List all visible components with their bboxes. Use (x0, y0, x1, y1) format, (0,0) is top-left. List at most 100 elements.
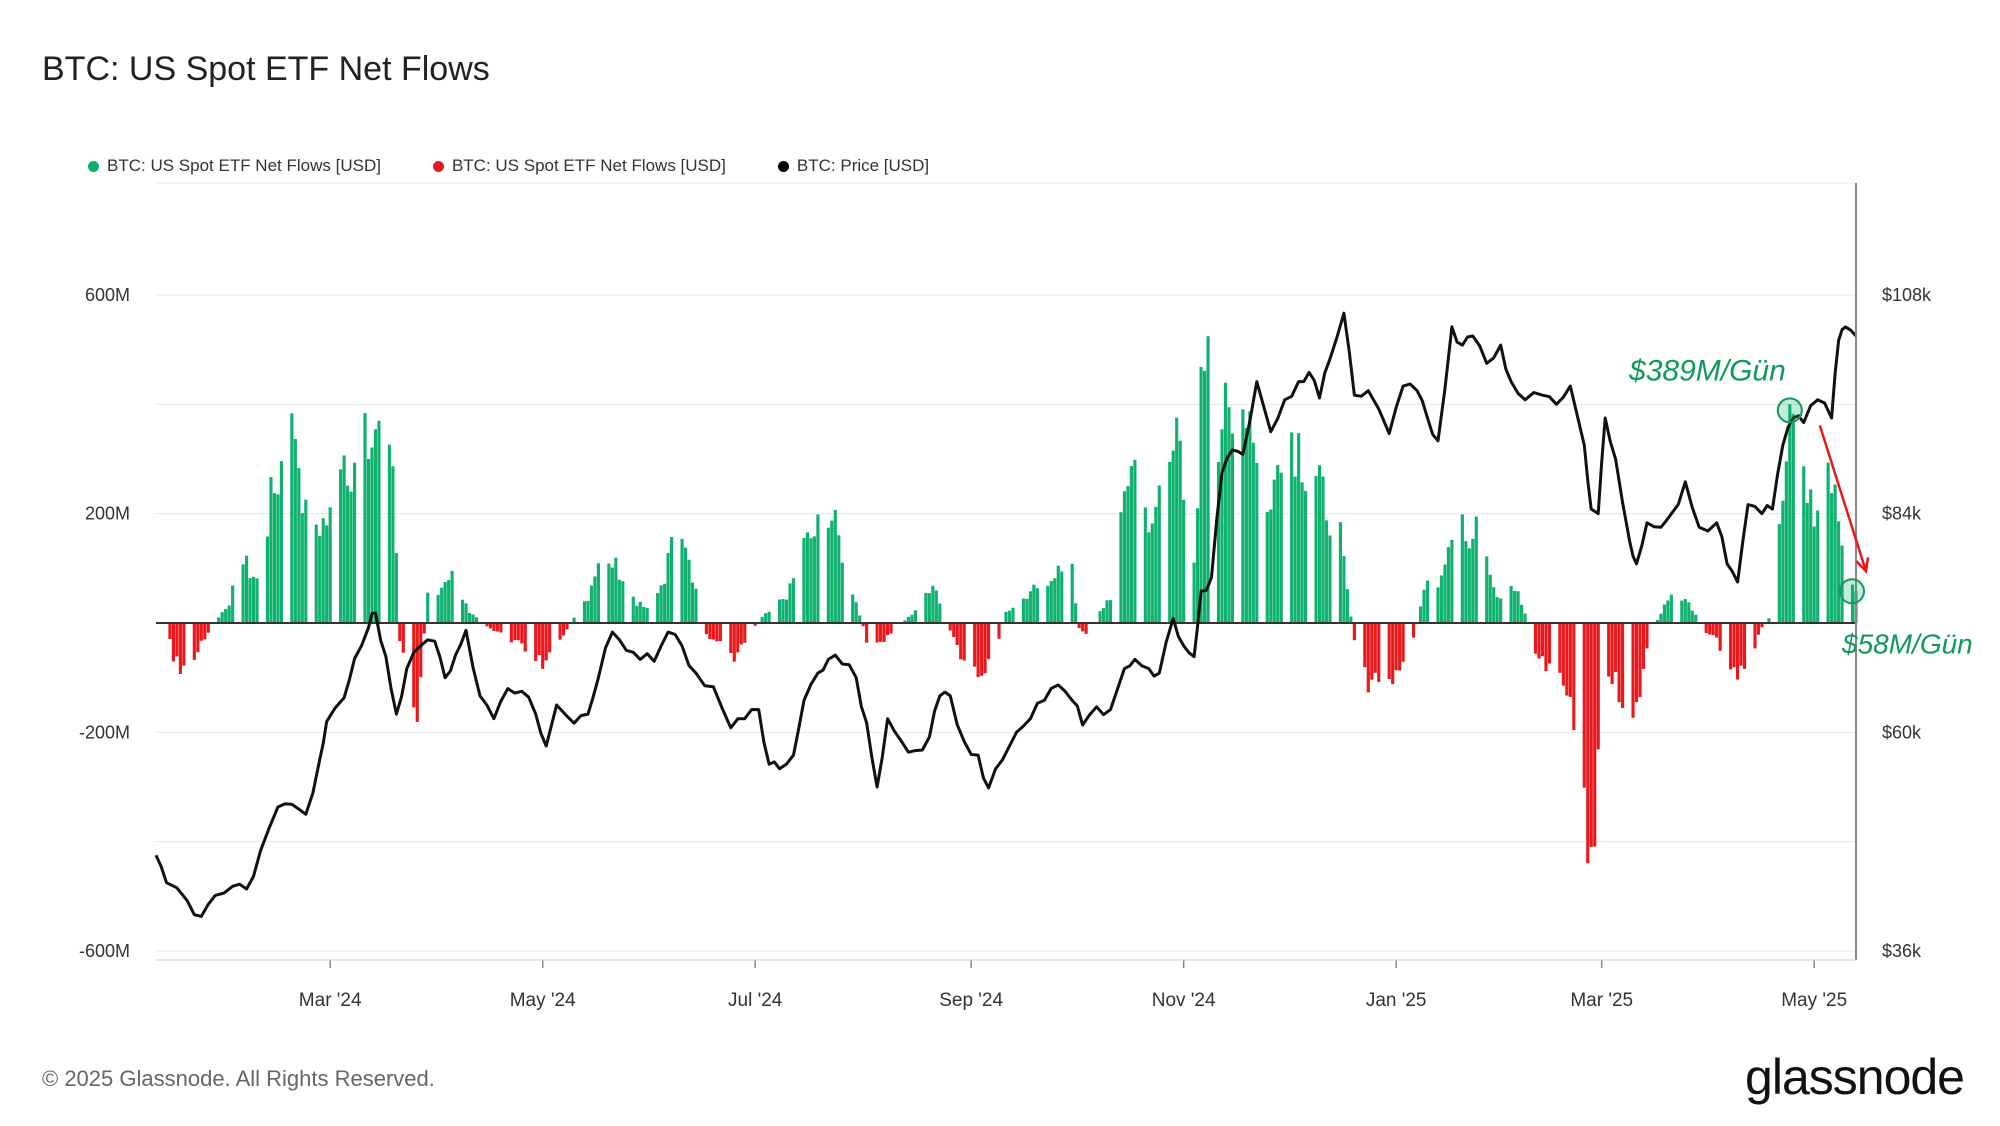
outflow-bar (1377, 623, 1381, 682)
inflow-bar (1781, 500, 1785, 623)
left-axis-tick-label: 200M (85, 504, 130, 524)
inflow-bar (1439, 575, 1444, 623)
inflow-bar (1328, 535, 1332, 623)
inflow-bar (812, 536, 816, 623)
glassnode-logo[interactable]: glassnode (1745, 1049, 1965, 1105)
inflow-bar (1777, 524, 1781, 623)
outflow-bar (415, 623, 419, 722)
x-axis-tick-label: Mar '24 (299, 990, 362, 1011)
inflow-bar (1802, 466, 1806, 623)
outflow-bar (962, 623, 966, 661)
inflow-bar (1007, 610, 1012, 623)
outflow-bar (1617, 623, 1621, 703)
inflow-bar (245, 555, 249, 623)
outflow-bar (861, 623, 865, 627)
inflow-bar (851, 594, 855, 623)
inflow-bar (659, 585, 663, 623)
inflow-bar (638, 601, 642, 623)
inflow-bar (635, 605, 639, 623)
inflow-bar (802, 538, 806, 623)
outflow-bar (1366, 623, 1370, 693)
outflow-bar (1607, 623, 1611, 677)
outflow-bar (1565, 623, 1569, 696)
inflow-bar (1314, 476, 1318, 623)
inflow-bar (1101, 608, 1106, 623)
outflow-bar (1582, 623, 1586, 788)
inflow-bar (614, 557, 618, 623)
inflow-bar (1175, 417, 1179, 623)
outflow-bar (1572, 623, 1576, 730)
legend-label-outflows: BTC: US Spot ETF Net Flows [USD] (451, 156, 726, 175)
outflow-bar (499, 623, 503, 633)
inflow-bar (1488, 574, 1492, 623)
inflow-bar (1683, 598, 1687, 623)
inflow-bar (586, 600, 590, 623)
inflow-bar (642, 606, 646, 623)
outflow-bar (192, 623, 196, 660)
inflow-bar (809, 538, 813, 623)
inflow-bar (1290, 432, 1294, 623)
inflow-bar (1293, 476, 1297, 623)
outflow-bar (1084, 623, 1088, 634)
outflow-bar (412, 623, 416, 708)
outflow-bar (1631, 623, 1635, 718)
inflow-bar (443, 582, 447, 623)
outflow-bar (520, 623, 524, 644)
outflow-bar (955, 623, 959, 646)
grid-lines (156, 182, 1856, 952)
inflow-bar (1687, 602, 1691, 623)
inflow-bar (1108, 600, 1113, 623)
outflow-bar (485, 623, 489, 627)
outflow-bar (199, 623, 203, 641)
inflow-bar (1520, 604, 1524, 623)
inflow-bar (1443, 564, 1447, 623)
legend-item-inflows[interactable]: BTC: US Spot ETF Net Flows [USD] (88, 156, 381, 176)
inflow-bar (217, 617, 221, 623)
outflow-bar (1711, 623, 1715, 636)
inflow-bar (224, 608, 228, 623)
inflow-bar (1251, 442, 1255, 623)
legend-label-price: BTC: Price [USD] (796, 156, 930, 175)
outflow-bar (715, 623, 719, 642)
outflow-bar (1739, 623, 1743, 666)
inflow-bar (363, 413, 367, 623)
inflow-bar (255, 578, 259, 623)
inflow-bar (1830, 493, 1834, 623)
inflow-bar (931, 585, 935, 623)
outflow-bar (1593, 623, 1597, 847)
inflow-bar (1304, 490, 1308, 623)
right-axis-tick-label: $108k (1882, 285, 1932, 305)
outflow-bar (196, 623, 200, 653)
inflow-bar (251, 576, 256, 623)
outflow-bar (948, 623, 952, 631)
inflow-bar (1450, 539, 1454, 623)
inflow-bar (687, 559, 691, 623)
annotation-marker (1776, 397, 1803, 424)
inflow-bar (1032, 584, 1036, 623)
inflow-bar (593, 576, 597, 623)
outflow-bar (879, 623, 883, 642)
outflow-bar (513, 623, 517, 641)
outflow-bar (1401, 623, 1405, 662)
inflow-bar (1056, 565, 1060, 623)
outflow-bar (1352, 623, 1356, 641)
inflow-bar (1276, 465, 1280, 623)
legend-item-price[interactable]: BTC: Price [USD] (777, 156, 930, 176)
inflow-bar (464, 603, 468, 623)
legend-item-outflows[interactable]: BTC: US Spot ETF Net Flows [USD] (432, 156, 726, 176)
outflow-bar (1081, 623, 1085, 632)
inflow-bar (1662, 604, 1666, 623)
inflow-bar (1196, 508, 1200, 623)
inflow-bar (1028, 591, 1032, 623)
inflow-bar (460, 599, 465, 623)
outflow-bar (865, 623, 869, 643)
inflow-bar (903, 620, 907, 623)
outflow-bar (1735, 623, 1740, 680)
outflow-bar (565, 623, 569, 630)
inflow-bar (1171, 450, 1175, 623)
outflow-bar (1077, 623, 1081, 629)
inflow-bar (805, 532, 810, 623)
inflow-bar (1126, 486, 1130, 623)
inflow-bar (607, 563, 611, 623)
